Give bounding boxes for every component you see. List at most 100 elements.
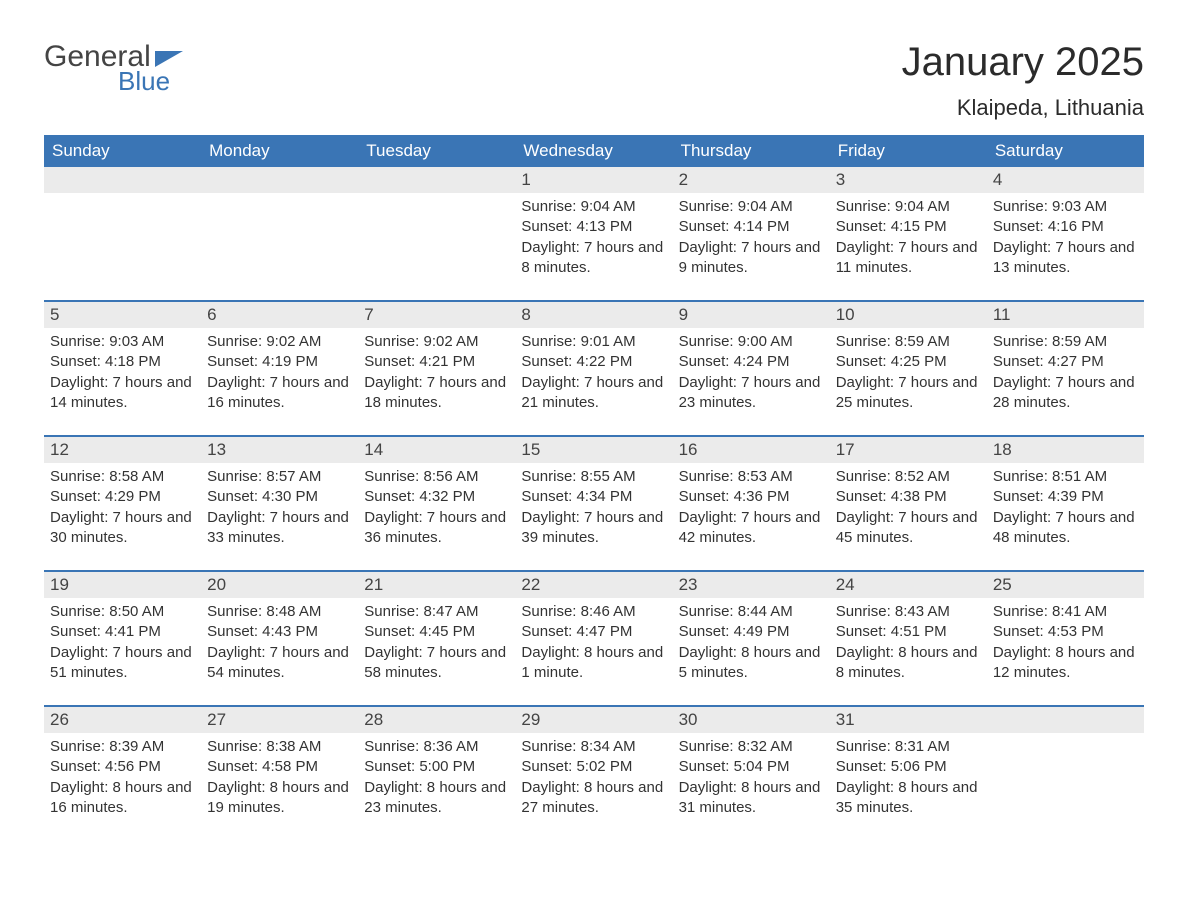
day-number: 31	[830, 707, 987, 733]
sunset-line: Sunset: 5:00 PM	[364, 757, 509, 777]
dayheader-sunday: Sunday	[44, 135, 201, 167]
daylight-line: Daylight: 7 hours and 18 minutes.	[364, 373, 509, 414]
day-number: 24	[830, 572, 987, 598]
day-content: Sunrise: 8:52 AMSunset: 4:38 PMDaylight:…	[830, 463, 987, 548]
sunset-line: Sunset: 4:16 PM	[993, 217, 1138, 237]
day-content: Sunrise: 8:47 AMSunset: 4:45 PMDaylight:…	[358, 598, 515, 683]
sunrise-line: Sunrise: 8:58 AM	[50, 467, 195, 487]
day-number: 25	[987, 572, 1144, 598]
daylight-line: Daylight: 7 hours and 28 minutes.	[993, 373, 1138, 414]
daylight-line: Daylight: 7 hours and 8 minutes.	[521, 238, 666, 279]
sunset-line: Sunset: 4:49 PM	[679, 622, 824, 642]
daylight-line: Daylight: 7 hours and 14 minutes.	[50, 373, 195, 414]
sunrise-line: Sunrise: 9:03 AM	[50, 332, 195, 352]
day-content: Sunrise: 8:31 AMSunset: 5:06 PMDaylight:…	[830, 733, 987, 818]
day-number: 11	[987, 302, 1144, 328]
day-content: Sunrise: 9:02 AMSunset: 4:21 PMDaylight:…	[358, 328, 515, 413]
sunset-line: Sunset: 4:32 PM	[364, 487, 509, 507]
daylight-line: Daylight: 8 hours and 1 minute.	[521, 643, 666, 684]
day-cell: 11Sunrise: 8:59 AMSunset: 4:27 PMDayligh…	[987, 302, 1144, 419]
daylight-line: Daylight: 7 hours and 42 minutes.	[679, 508, 824, 549]
sunrise-line: Sunrise: 8:31 AM	[836, 737, 981, 757]
sunrise-line: Sunrise: 8:41 AM	[993, 602, 1138, 622]
sunrise-line: Sunrise: 8:56 AM	[364, 467, 509, 487]
day-cell: 26Sunrise: 8:39 AMSunset: 4:56 PMDayligh…	[44, 707, 201, 824]
day-number: 17	[830, 437, 987, 463]
day-number: 22	[515, 572, 672, 598]
day-cell	[201, 167, 358, 284]
day-content: Sunrise: 8:39 AMSunset: 4:56 PMDaylight:…	[44, 733, 201, 818]
daylight-line: Daylight: 7 hours and 9 minutes.	[679, 238, 824, 279]
day-cell: 25Sunrise: 8:41 AMSunset: 4:53 PMDayligh…	[987, 572, 1144, 689]
day-cell: 6Sunrise: 9:02 AMSunset: 4:19 PMDaylight…	[201, 302, 358, 419]
day-cell: 24Sunrise: 8:43 AMSunset: 4:51 PMDayligh…	[830, 572, 987, 689]
day-number: 18	[987, 437, 1144, 463]
daylight-line: Daylight: 8 hours and 5 minutes.	[679, 643, 824, 684]
daylight-line: Daylight: 7 hours and 23 minutes.	[679, 373, 824, 414]
sunrise-line: Sunrise: 8:57 AM	[207, 467, 352, 487]
sunset-line: Sunset: 5:06 PM	[836, 757, 981, 777]
day-content: Sunrise: 9:01 AMSunset: 4:22 PMDaylight:…	[515, 328, 672, 413]
day-number	[201, 167, 358, 193]
sunrise-line: Sunrise: 9:00 AM	[679, 332, 824, 352]
dayheader-monday: Monday	[201, 135, 358, 167]
day-cell: 18Sunrise: 8:51 AMSunset: 4:39 PMDayligh…	[987, 437, 1144, 554]
daylight-line: Daylight: 7 hours and 21 minutes.	[521, 373, 666, 414]
sunset-line: Sunset: 4:24 PM	[679, 352, 824, 372]
daylight-line: Daylight: 7 hours and 13 minutes.	[993, 238, 1138, 279]
day-cell: 15Sunrise: 8:55 AMSunset: 4:34 PMDayligh…	[515, 437, 672, 554]
sunset-line: Sunset: 4:22 PM	[521, 352, 666, 372]
day-cell	[358, 167, 515, 284]
day-cell: 2Sunrise: 9:04 AMSunset: 4:14 PMDaylight…	[673, 167, 830, 284]
day-content: Sunrise: 8:51 AMSunset: 4:39 PMDaylight:…	[987, 463, 1144, 548]
day-number: 13	[201, 437, 358, 463]
sunrise-line: Sunrise: 9:02 AM	[364, 332, 509, 352]
day-cell: 5Sunrise: 9:03 AMSunset: 4:18 PMDaylight…	[44, 302, 201, 419]
day-content: Sunrise: 8:32 AMSunset: 5:04 PMDaylight:…	[673, 733, 830, 818]
day-number: 28	[358, 707, 515, 733]
title-block: January 2025 Klaipeda, Lithuania	[902, 40, 1144, 121]
day-content: Sunrise: 9:04 AMSunset: 4:14 PMDaylight:…	[673, 193, 830, 278]
day-number: 7	[358, 302, 515, 328]
daylight-line: Daylight: 7 hours and 45 minutes.	[836, 508, 981, 549]
day-cell: 20Sunrise: 8:48 AMSunset: 4:43 PMDayligh…	[201, 572, 358, 689]
sunrise-line: Sunrise: 9:04 AM	[521, 197, 666, 217]
day-content: Sunrise: 9:03 AMSunset: 4:18 PMDaylight:…	[44, 328, 201, 413]
sunrise-line: Sunrise: 8:55 AM	[521, 467, 666, 487]
daylight-line: Daylight: 8 hours and 16 minutes.	[50, 778, 195, 819]
day-number	[358, 167, 515, 193]
sunset-line: Sunset: 4:45 PM	[364, 622, 509, 642]
day-number: 20	[201, 572, 358, 598]
sunrise-line: Sunrise: 8:47 AM	[364, 602, 509, 622]
day-number: 15	[515, 437, 672, 463]
day-cell: 1Sunrise: 9:04 AMSunset: 4:13 PMDaylight…	[515, 167, 672, 284]
daylight-line: Daylight: 7 hours and 54 minutes.	[207, 643, 352, 684]
daylight-line: Daylight: 8 hours and 23 minutes.	[364, 778, 509, 819]
day-cell: 23Sunrise: 8:44 AMSunset: 4:49 PMDayligh…	[673, 572, 830, 689]
sunset-line: Sunset: 4:58 PM	[207, 757, 352, 777]
day-number: 21	[358, 572, 515, 598]
sunset-line: Sunset: 4:34 PM	[521, 487, 666, 507]
day-content: Sunrise: 8:36 AMSunset: 5:00 PMDaylight:…	[358, 733, 515, 818]
daylight-line: Daylight: 8 hours and 27 minutes.	[521, 778, 666, 819]
day-cell: 22Sunrise: 8:46 AMSunset: 4:47 PMDayligh…	[515, 572, 672, 689]
sunrise-line: Sunrise: 8:59 AM	[993, 332, 1138, 352]
day-header-row: Sunday Monday Tuesday Wednesday Thursday…	[44, 135, 1144, 167]
day-number: 6	[201, 302, 358, 328]
month-title: January 2025	[902, 40, 1144, 85]
weeks-container: 1Sunrise: 9:04 AMSunset: 4:13 PMDaylight…	[44, 167, 1144, 824]
day-content: Sunrise: 9:03 AMSunset: 4:16 PMDaylight:…	[987, 193, 1144, 278]
day-content: Sunrise: 9:04 AMSunset: 4:15 PMDaylight:…	[830, 193, 987, 278]
day-content: Sunrise: 8:48 AMSunset: 4:43 PMDaylight:…	[201, 598, 358, 683]
day-content: Sunrise: 8:38 AMSunset: 4:58 PMDaylight:…	[201, 733, 358, 818]
day-number: 16	[673, 437, 830, 463]
day-content: Sunrise: 8:44 AMSunset: 4:49 PMDaylight:…	[673, 598, 830, 683]
sunrise-line: Sunrise: 8:46 AM	[521, 602, 666, 622]
day-cell: 3Sunrise: 9:04 AMSunset: 4:15 PMDaylight…	[830, 167, 987, 284]
day-number: 3	[830, 167, 987, 193]
day-number: 2	[673, 167, 830, 193]
day-content: Sunrise: 8:59 AMSunset: 4:25 PMDaylight:…	[830, 328, 987, 413]
sunrise-line: Sunrise: 8:34 AM	[521, 737, 666, 757]
day-number: 1	[515, 167, 672, 193]
day-content: Sunrise: 8:55 AMSunset: 4:34 PMDaylight:…	[515, 463, 672, 548]
